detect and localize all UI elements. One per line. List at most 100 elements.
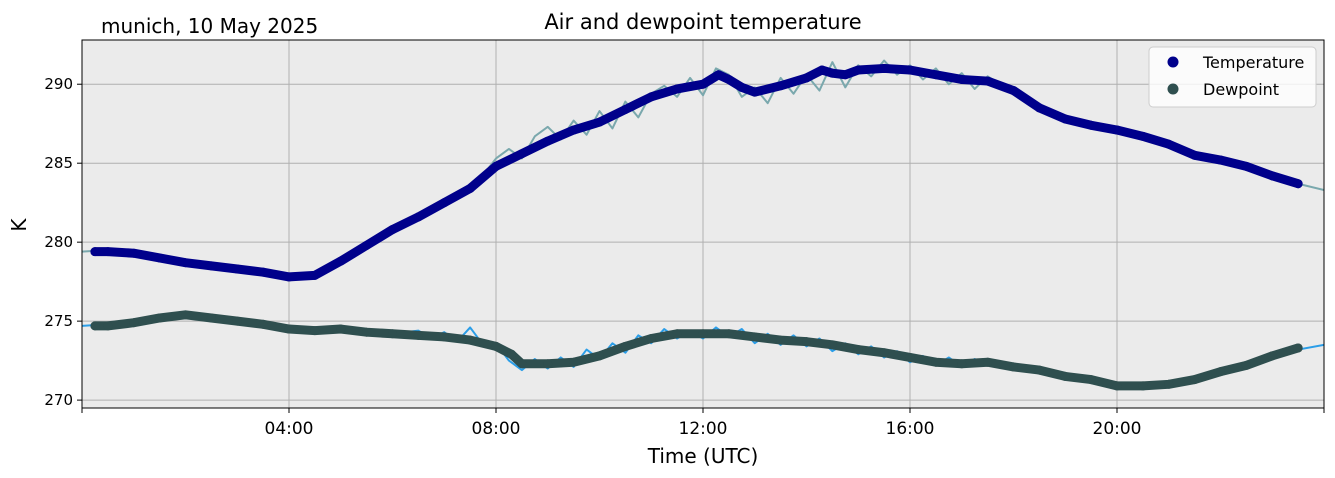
- point-temperature-28: [750, 87, 760, 97]
- point-dewpoint-29: [802, 337, 811, 347]
- point-dewpoint-24: [672, 329, 682, 339]
- series-layer: [82, 59, 1324, 391]
- point-temperature-37: [931, 70, 941, 80]
- point-temperature-32: [827, 68, 837, 78]
- point-temperature-45: [1138, 131, 1148, 141]
- point-temperature-13: [413, 212, 423, 222]
- legend-marker-temperature: [1167, 56, 1179, 68]
- point-dewpoint-42: [1138, 381, 1148, 391]
- point-temperature-14: [439, 198, 449, 208]
- legend-label-dewpoint: Dewpoint: [1203, 80, 1279, 99]
- point-dewpoint-22: [620, 341, 630, 351]
- point-dewpoint-17: [507, 349, 517, 359]
- point-temperature-30: [802, 73, 811, 83]
- point-dewpoint-5: [206, 313, 216, 323]
- point-temperature-18: [543, 136, 553, 146]
- point-temperature-3: [155, 253, 165, 263]
- point-dewpoint-48: [1293, 343, 1303, 353]
- point-temperature-23: [672, 84, 682, 94]
- point-temperature-16: [491, 161, 501, 171]
- point-dewpoint-23: [646, 334, 656, 344]
- point-dewpoint-38: [1034, 365, 1044, 375]
- point-dewpoint-0: [90, 321, 100, 331]
- point-dewpoint-28: [776, 335, 786, 345]
- point-dewpoint-47: [1267, 351, 1277, 361]
- point-temperature-24: [698, 79, 708, 89]
- point-dewpoint-46: [1241, 360, 1251, 370]
- point-dewpoint-7: [258, 319, 268, 329]
- point-dewpoint-36: [983, 357, 993, 367]
- point-dewpoint-16: [491, 341, 501, 351]
- point-dewpoint-3: [155, 313, 165, 323]
- point-dewpoint-2: [129, 318, 139, 328]
- x-axis-ticks: 04:00 08:00 12:00 16:00 20:00: [81, 408, 1325, 439]
- point-temperature-2: [129, 248, 139, 258]
- location-date-label: munich, 10 May 2025: [101, 14, 318, 38]
- point-temperature-49: [1241, 161, 1251, 171]
- point-temperature-11: [362, 240, 372, 250]
- point-temperature-7: [258, 267, 268, 277]
- y-tick-label-0: 270: [44, 391, 73, 409]
- point-temperature-51: [1293, 179, 1303, 189]
- point-dewpoint-11: [362, 327, 372, 337]
- point-temperature-26: [724, 74, 734, 84]
- legend-label-temperature: Temperature: [1202, 53, 1304, 72]
- point-dewpoint-40: [1086, 375, 1096, 385]
- y-tick-label-3: 285: [44, 154, 73, 172]
- point-temperature-31: [817, 65, 827, 75]
- x-axis-label: Time (UTC): [647, 444, 759, 468]
- y-tick-label-1: 275: [44, 312, 73, 330]
- point-temperature-12: [388, 225, 397, 235]
- point-temperature-36: [905, 65, 915, 75]
- point-temperature-9: [310, 270, 320, 280]
- point-dewpoint-10: [336, 324, 346, 334]
- point-dewpoint-35: [957, 359, 967, 369]
- x-tick-label-4: 20:00: [1093, 419, 1142, 439]
- point-dewpoint-43: [1164, 379, 1174, 389]
- point-temperature-43: [1086, 120, 1096, 130]
- point-temperature-34: [853, 65, 863, 75]
- point-temperature-17: [517, 149, 527, 159]
- point-dewpoint-14: [439, 332, 449, 342]
- series-track-temperature: [90, 63, 1303, 282]
- point-temperature-44: [1112, 125, 1122, 135]
- point-temperature-5: [206, 261, 216, 271]
- point-temperature-15: [465, 183, 475, 193]
- point-temperature-33: [840, 70, 850, 80]
- point-temperature-50: [1267, 171, 1277, 181]
- point-dewpoint-1: [103, 321, 113, 331]
- point-dewpoint-41: [1112, 381, 1122, 391]
- point-dewpoint-19: [543, 359, 553, 369]
- point-dewpoint-15: [465, 335, 475, 345]
- point-temperature-39: [983, 76, 993, 86]
- y-tick-label-4: 290: [44, 75, 73, 93]
- point-temperature-29: [776, 81, 786, 91]
- legend-marker-dewpoint: [1167, 83, 1179, 95]
- point-dewpoint-34: [931, 357, 941, 367]
- point-temperature-22: [646, 92, 656, 102]
- point-temperature-35: [879, 63, 889, 73]
- point-dewpoint-20: [569, 357, 579, 367]
- point-temperature-41: [1034, 103, 1044, 113]
- point-temperature-27: [737, 82, 747, 92]
- legend: Temperature Dewpoint: [1148, 46, 1317, 108]
- point-temperature-0: [90, 247, 100, 257]
- point-dewpoint-18: [517, 359, 527, 369]
- point-temperature-20: [595, 117, 604, 127]
- point-dewpoint-37: [1009, 362, 1018, 372]
- point-temperature-19: [569, 125, 579, 135]
- point-dewpoint-32: [879, 348, 889, 358]
- point-dewpoint-26: [724, 329, 734, 339]
- legend-box: [1148, 46, 1317, 108]
- point-dewpoint-21: [595, 351, 604, 361]
- point-temperature-10: [336, 256, 346, 266]
- point-dewpoint-33: [905, 352, 915, 362]
- chart-title: Air and dewpoint temperature: [544, 10, 861, 34]
- point-dewpoint-4: [181, 310, 190, 320]
- x-tick-label-2: 12:00: [679, 419, 728, 439]
- x-tick-label-1: 08:00: [472, 419, 521, 439]
- point-dewpoint-27: [750, 332, 760, 342]
- point-temperature-47: [1190, 150, 1200, 160]
- point-temperature-46: [1164, 139, 1174, 149]
